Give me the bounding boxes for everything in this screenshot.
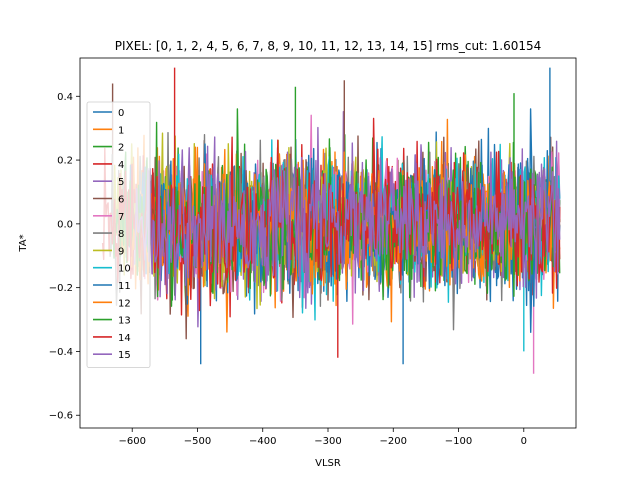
legend-label: 11 <box>118 281 131 292</box>
y-tick-label: −0.2 <box>49 283 73 294</box>
x-tick-label: −200 <box>380 436 407 447</box>
x-tick-label: −600 <box>118 436 145 447</box>
legend-label: 4 <box>118 160 124 171</box>
legend-label: 12 <box>118 298 131 309</box>
x-axis-label: VLSR <box>315 458 341 469</box>
legend-box <box>86 101 151 368</box>
y-tick-label: 0.2 <box>57 156 73 167</box>
legend-label: 15 <box>118 350 131 361</box>
legend-label: 5 <box>118 177 124 188</box>
y-axis: −0.6 −0.4 −0.2 0.0 0.2 0.4 <box>49 92 80 422</box>
x-tick-label: −300 <box>314 436 341 447</box>
x-tick-label: −400 <box>249 436 276 447</box>
legend-label: 8 <box>118 229 124 240</box>
legend-label: 6 <box>118 195 124 206</box>
legend-label: 0 <box>118 108 124 119</box>
x-axis: −600 −500 −400 −300 −200 −100 0 <box>118 428 527 447</box>
legend-label: 1 <box>118 125 124 136</box>
y-axis-label: TA* <box>18 234 29 252</box>
series-line-15 <box>134 126 561 309</box>
legend-label: 7 <box>118 212 124 223</box>
legend-label: 13 <box>118 316 131 327</box>
y-tick-label: 0.0 <box>57 219 73 230</box>
chart-title: PIXEL: [0, 1, 2, 4, 5, 6, 7, 8, 9, 10, 1… <box>115 39 542 53</box>
legend-label: 9 <box>118 246 124 257</box>
y-tick-label: −0.6 <box>49 411 73 422</box>
legend-label: 10 <box>118 264 131 275</box>
legend-label: 14 <box>118 333 131 344</box>
y-tick-label: −0.4 <box>49 347 73 358</box>
legend-label: 2 <box>118 143 124 154</box>
series-layer <box>101 67 561 374</box>
x-tick-label: −500 <box>184 436 211 447</box>
x-tick-label: 0 <box>521 436 527 447</box>
y-tick-label: 0.4 <box>57 92 73 103</box>
x-tick-label: −100 <box>445 436 472 447</box>
